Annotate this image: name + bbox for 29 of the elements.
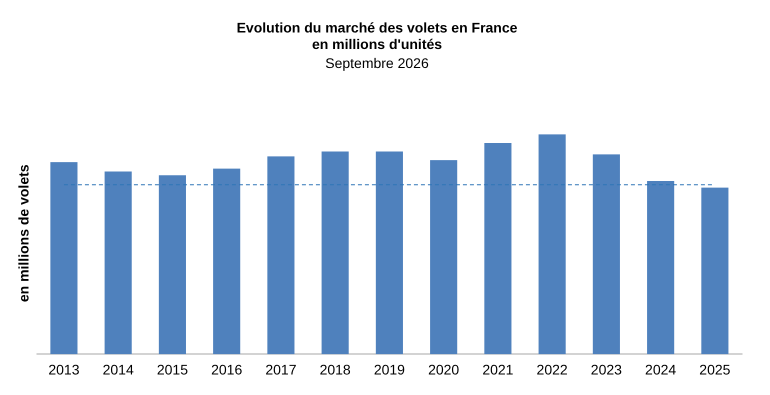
x-tick-label: 2014	[102, 361, 134, 378]
x-tick-label: 2015	[156, 361, 188, 378]
bar	[701, 188, 728, 354]
x-tick-label: 2024	[645, 361, 676, 378]
x-tick-label: 2017	[265, 361, 297, 378]
bar	[322, 152, 349, 354]
x-tick-label: 2013	[48, 361, 80, 378]
bar	[104, 172, 132, 354]
x-tick-label: 2019	[374, 361, 406, 378]
chart-subtitle: Septembre 2026	[325, 54, 429, 71]
bar	[538, 134, 566, 354]
bar	[647, 180, 674, 354]
y-axis-title: en millions de volets	[15, 164, 32, 302]
x-tick-label: 2016	[211, 361, 242, 378]
x-tick-label: 2020	[428, 361, 460, 378]
bar	[592, 154, 620, 354]
x-tick-label: 2023	[590, 361, 622, 378]
bar	[213, 168, 240, 354]
chart-title: Evolution du marché des volets en France en millions d'unités	[236, 19, 518, 52]
x-tick-label: 2025	[699, 361, 731, 378]
x-tick-label: 2021	[482, 361, 514, 378]
x-tick-label: 2018	[320, 361, 351, 378]
bar	[158, 175, 186, 354]
bar	[267, 156, 294, 354]
bar	[376, 152, 403, 354]
bar	[484, 142, 512, 354]
bar	[50, 162, 78, 354]
x-tick-label: 2022	[536, 361, 568, 378]
bar	[430, 160, 458, 354]
